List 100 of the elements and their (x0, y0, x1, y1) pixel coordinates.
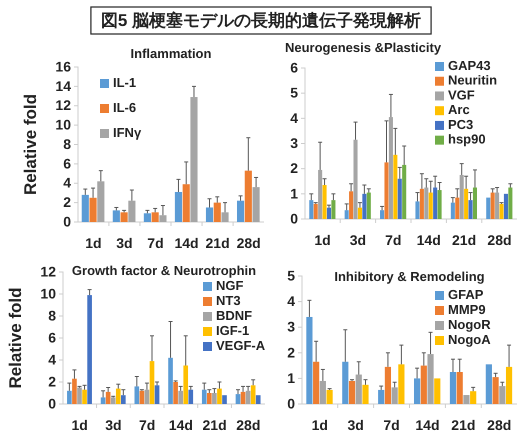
x-tick-label: 7d (383, 416, 400, 431)
bar (495, 192, 500, 219)
bar (188, 390, 194, 404)
bar (183, 366, 188, 404)
bar (472, 188, 478, 219)
bar (318, 170, 322, 219)
bar (388, 117, 393, 219)
bar (499, 204, 504, 219)
y-tick-label: 2 (48, 373, 56, 390)
y-tick-label: 2 (290, 160, 298, 176)
bar (415, 201, 420, 219)
chart-title: Inhibitory & Remodeling (334, 269, 485, 284)
x-tick-label: 28d (236, 416, 260, 431)
bar (486, 198, 490, 219)
x-tick-label: 14d (415, 416, 440, 431)
x-tick-label: 21d (452, 232, 476, 248)
bar (121, 395, 126, 404)
bar (427, 354, 434, 404)
bar (256, 395, 261, 404)
bar (326, 208, 332, 219)
bar (202, 390, 207, 404)
bar (470, 391, 476, 404)
bar (214, 202, 221, 222)
bar (87, 295, 92, 404)
y-tick-label: 3 (287, 318, 296, 335)
x-tick-label: 3d (105, 416, 122, 431)
bar (428, 192, 433, 219)
legend-label: NGF (216, 278, 244, 293)
y-axis-title: Relative fold (21, 94, 40, 196)
bar (190, 97, 198, 222)
bar (420, 366, 427, 404)
y-tick-label: 2 (63, 194, 72, 210)
y-tick-label: 14 (55, 78, 72, 94)
bar (236, 394, 240, 404)
y-axis-title: Relative fold (6, 287, 25, 389)
bar (490, 192, 495, 219)
y-tick-label: 5 (287, 267, 296, 284)
y-tick-label: 1 (290, 185, 298, 202)
bar (378, 390, 384, 404)
bar (450, 202, 455, 219)
bar (344, 210, 349, 219)
bar (450, 372, 456, 404)
bar (349, 191, 354, 219)
bar (246, 390, 250, 404)
bar (392, 387, 398, 404)
x-tick-label: 7d (147, 234, 164, 251)
y-tick-label: 2 (287, 344, 296, 360)
bar (492, 377, 499, 404)
bar (89, 198, 97, 222)
y-tick-label: 8 (48, 307, 56, 324)
bar (358, 208, 362, 219)
y-tick-label: 6 (290, 59, 298, 76)
bar (384, 366, 392, 404)
legend-label: GAP43 (448, 58, 491, 73)
bar (112, 210, 120, 222)
x-tick-label: 28d (487, 416, 512, 431)
legend-label: hsp90 (448, 132, 486, 147)
bar (174, 192, 182, 222)
bar (468, 200, 473, 219)
bar (106, 392, 110, 404)
bar (144, 390, 150, 404)
legend-label: VEGF-A (216, 338, 266, 353)
bar (168, 358, 173, 404)
y-tick-label: 16 (55, 58, 72, 74)
bar (320, 380, 326, 404)
y-tick-label: 5 (290, 84, 298, 101)
x-tick-label: 14d (416, 232, 441, 248)
x-tick-label: 3d (347, 416, 364, 431)
chart-title: Inflammation (130, 46, 212, 61)
bar (380, 210, 384, 219)
y-tick-label: 4 (287, 293, 296, 310)
x-tick-label: 1d (85, 234, 102, 251)
x-tick-label: 21d (206, 234, 230, 251)
x-tick-label: 28d (487, 232, 512, 248)
bar (342, 362, 348, 404)
bar (240, 392, 246, 404)
chart-title: Growth factor & Neurotrophin (72, 263, 256, 278)
bar (82, 390, 87, 404)
bar (67, 390, 72, 404)
bar (438, 190, 442, 219)
bar (154, 385, 160, 404)
bar (178, 390, 183, 404)
x-tick-label: 14d (168, 416, 193, 431)
y-tick-label: 12 (55, 97, 72, 114)
bar (353, 140, 358, 219)
bar (116, 388, 121, 404)
bar (314, 204, 318, 219)
bar (182, 184, 190, 222)
bar (384, 162, 389, 219)
bar (72, 378, 77, 404)
bar (331, 200, 336, 219)
bar (309, 200, 314, 219)
bar (499, 386, 506, 404)
bar (348, 380, 356, 404)
legend-label: IFNγ (113, 125, 142, 140)
x-tick-label: 14d (174, 234, 199, 251)
y-tick-label: 12 (40, 263, 56, 280)
bar (460, 174, 464, 219)
bar (402, 164, 406, 219)
legend-label: NogoR (448, 317, 492, 332)
